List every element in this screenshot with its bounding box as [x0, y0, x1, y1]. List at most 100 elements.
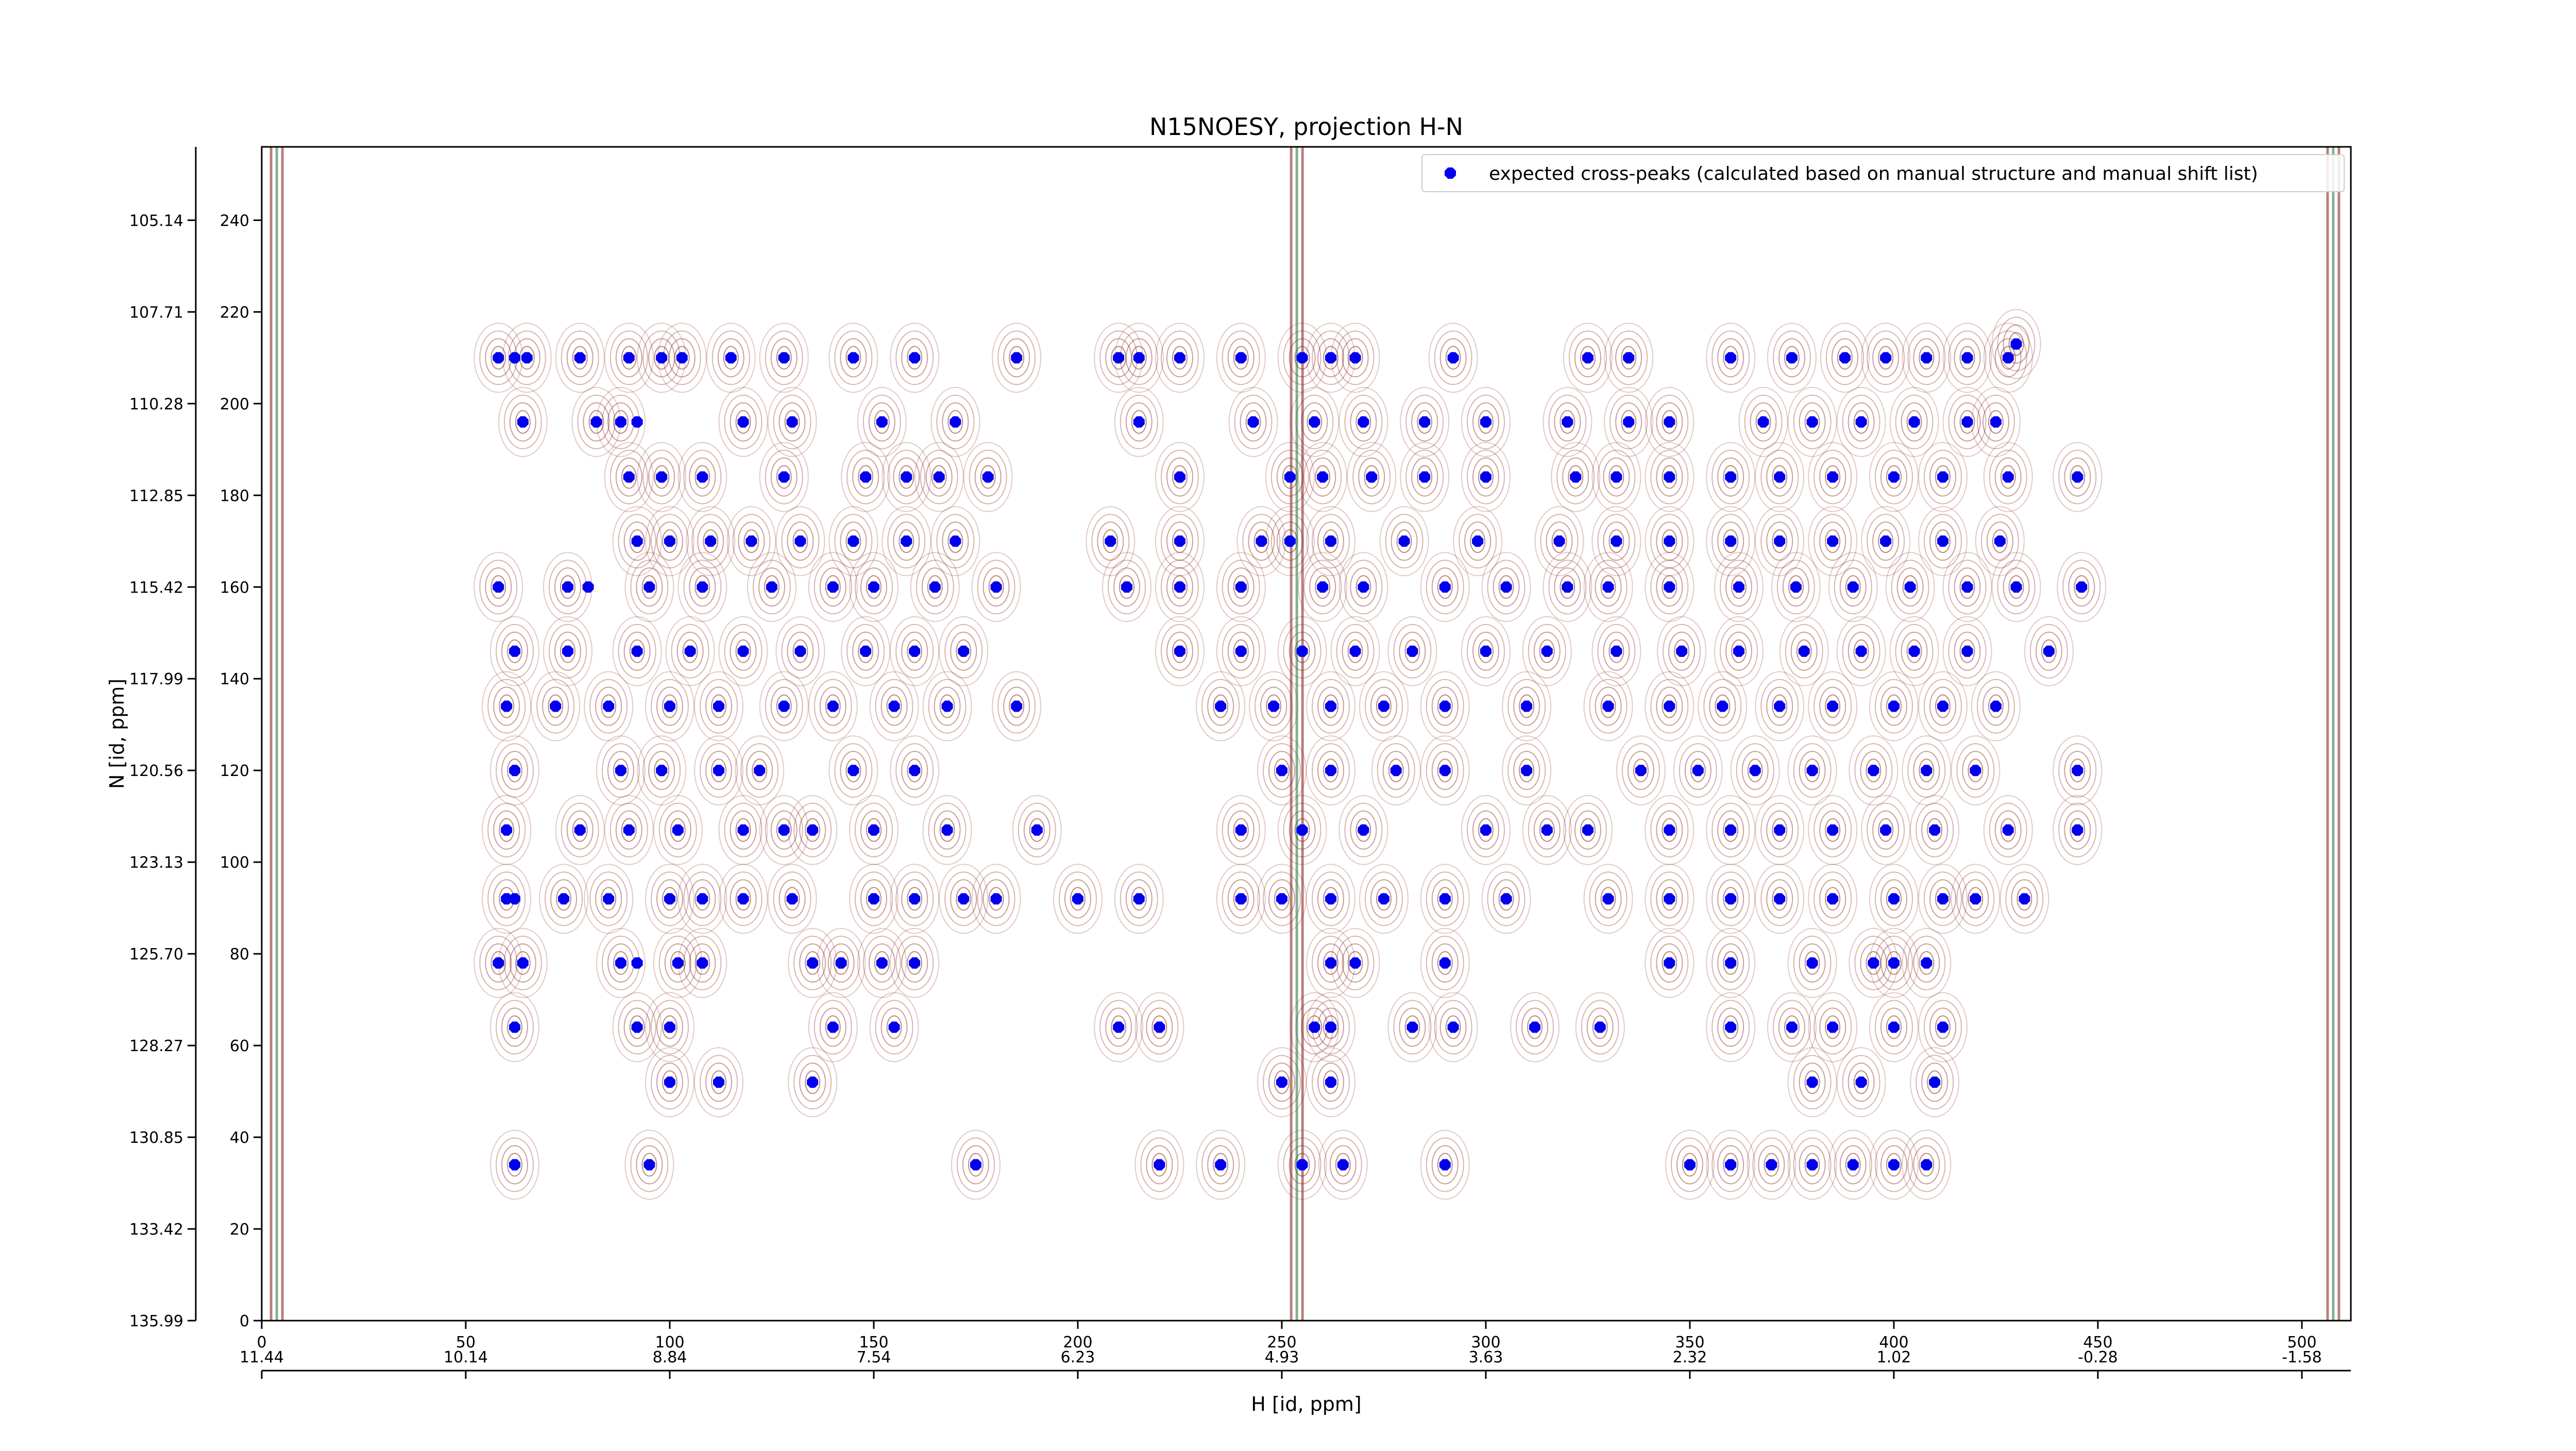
cross-peak-marker [1611, 471, 1622, 483]
contour-ring [572, 818, 588, 842]
contour-ring [1575, 992, 1625, 1062]
cross-peak-marker [1390, 765, 1402, 777]
cross-peak-marker [868, 824, 879, 836]
contour-ring [758, 567, 785, 607]
contour-ring [747, 552, 796, 622]
contour-ring [1268, 879, 1295, 919]
contour-ring [1548, 394, 1587, 449]
contour-ring [1359, 864, 1409, 934]
contour-ring [499, 818, 515, 842]
contour-ring [1227, 338, 1255, 378]
contour-ring [901, 751, 928, 790]
cross-peak-marker [1929, 1076, 1941, 1088]
contour-ring [493, 810, 520, 850]
cross-peak-marker [1908, 645, 1920, 657]
contour-ring [589, 871, 628, 926]
cross-peak-marker [550, 700, 562, 712]
contour-ring [925, 457, 953, 497]
cross-peak-marker [737, 893, 749, 905]
cross-peak-marker [631, 645, 643, 657]
contour-ring [711, 694, 727, 718]
contour-ring [1725, 567, 1753, 607]
contour-ring [1772, 529, 1788, 553]
h-ppm-tick-label: 6.23 [1061, 1348, 1095, 1366]
contour-ring [1948, 623, 1987, 679]
contour-ring [1662, 529, 1677, 553]
contour-ring [793, 935, 832, 990]
contour-ring [501, 1007, 529, 1047]
cross-peak-marker [1562, 581, 1573, 593]
contour-ring [735, 639, 751, 663]
contour-ring [1982, 402, 2009, 442]
contour-ring [939, 864, 989, 934]
h-ppm-tick-label: 11.44 [240, 1348, 284, 1366]
contour-ring [1656, 879, 1683, 919]
contour-ring [1359, 671, 1409, 741]
contour-ring [1543, 386, 1592, 457]
contour-ring [623, 521, 651, 561]
contour-ring [1426, 560, 1464, 615]
contour-ring [1983, 442, 2033, 512]
contour-streak [1295, 147, 1298, 1321]
contour-ring [1752, 1137, 1791, 1192]
contour-ring [1674, 639, 1690, 663]
contour-ring [1201, 679, 1240, 734]
contour-ring [1131, 410, 1147, 434]
contour-ring [1222, 802, 1260, 857]
contour-ring [2035, 631, 2062, 671]
contour-ring [1274, 887, 1290, 911]
contour-ring [656, 686, 683, 726]
cross-peak-marker [643, 581, 655, 593]
contour-ring [583, 402, 610, 442]
contour-ring [1668, 631, 1696, 671]
cross-peak-marker [868, 581, 879, 593]
contour-ring [752, 758, 768, 783]
contour-ring [1268, 1062, 1295, 1102]
contour-ring [833, 951, 849, 975]
contour-ring [939, 616, 989, 686]
contour-ring [1755, 506, 1805, 577]
contour-ring [1155, 616, 1205, 686]
contour-ring [910, 552, 960, 622]
contour-ring [1994, 457, 2022, 497]
contour-ring [1650, 560, 1689, 615]
contour-streak [2337, 147, 2341, 1321]
cross-peak-marker [1570, 471, 1582, 483]
contour-ring [914, 442, 964, 512]
contour-ring [724, 871, 762, 926]
contour-ring [490, 616, 540, 686]
contour-ring [711, 758, 727, 783]
contour-ring [1907, 1137, 1946, 1192]
cross-peak-marker [1602, 700, 1614, 712]
contour-ring [1385, 514, 1423, 569]
contour-ring [1233, 887, 1249, 911]
contour-ring [1657, 616, 1707, 686]
contour-ring [2062, 560, 2101, 615]
contour-ring [1323, 887, 1339, 911]
contour-ring [596, 735, 646, 806]
n-ppm-tick-label: 112.85 [129, 487, 183, 505]
contour-ring [1906, 639, 1922, 663]
contour-ring [697, 521, 724, 561]
contour-ring [1825, 818, 1841, 842]
contour-ring [899, 529, 914, 553]
cross-peak-marker [1594, 1021, 1606, 1033]
contour-ring [1009, 346, 1025, 370]
contour-ring [834, 743, 873, 798]
contour-ring [1880, 1007, 1907, 1047]
contour-ring [668, 338, 696, 378]
contour-ring [1853, 639, 1869, 663]
contour-ring [496, 1000, 534, 1055]
contour-ring [589, 679, 628, 734]
contour-ring [1787, 1129, 1837, 1200]
cross-peak-marker [1766, 1159, 1777, 1171]
cross-peak-marker [1406, 1021, 1418, 1033]
y-tick-label: 120 [220, 762, 249, 780]
contour-ring [1323, 1070, 1339, 1094]
contour-ring [1315, 465, 1331, 489]
contour-ring [2053, 442, 2103, 512]
cross-peak-marker [1500, 893, 1512, 905]
cross-peak-marker [590, 416, 602, 428]
cross-peak-marker [1961, 352, 1973, 364]
contour-ring [1869, 1129, 1919, 1200]
